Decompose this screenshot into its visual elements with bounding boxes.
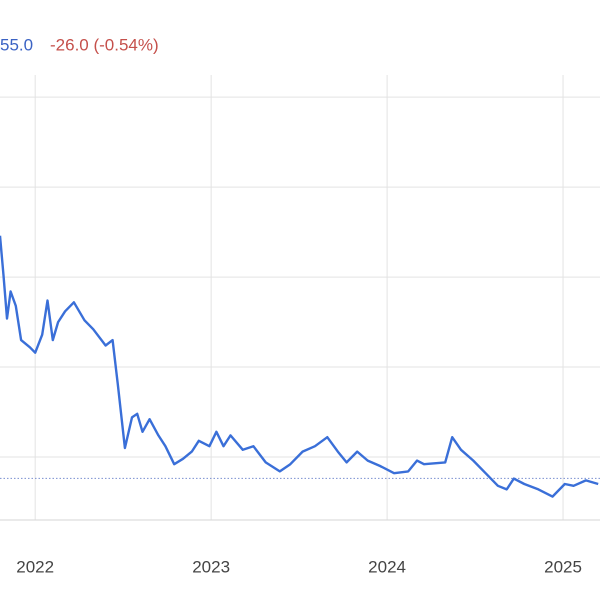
x-tick-label: 2025 [544,557,582,576]
price-label: 55.0 [0,35,33,54]
x-tick-label: 2022 [16,557,54,576]
change-label: -26.0 (-0.54%) [50,35,159,54]
x-tick-label: 2024 [368,557,406,576]
x-tick-label: 2023 [192,557,230,576]
grid [0,75,600,520]
price-line [0,235,599,498]
plot [0,235,600,498]
